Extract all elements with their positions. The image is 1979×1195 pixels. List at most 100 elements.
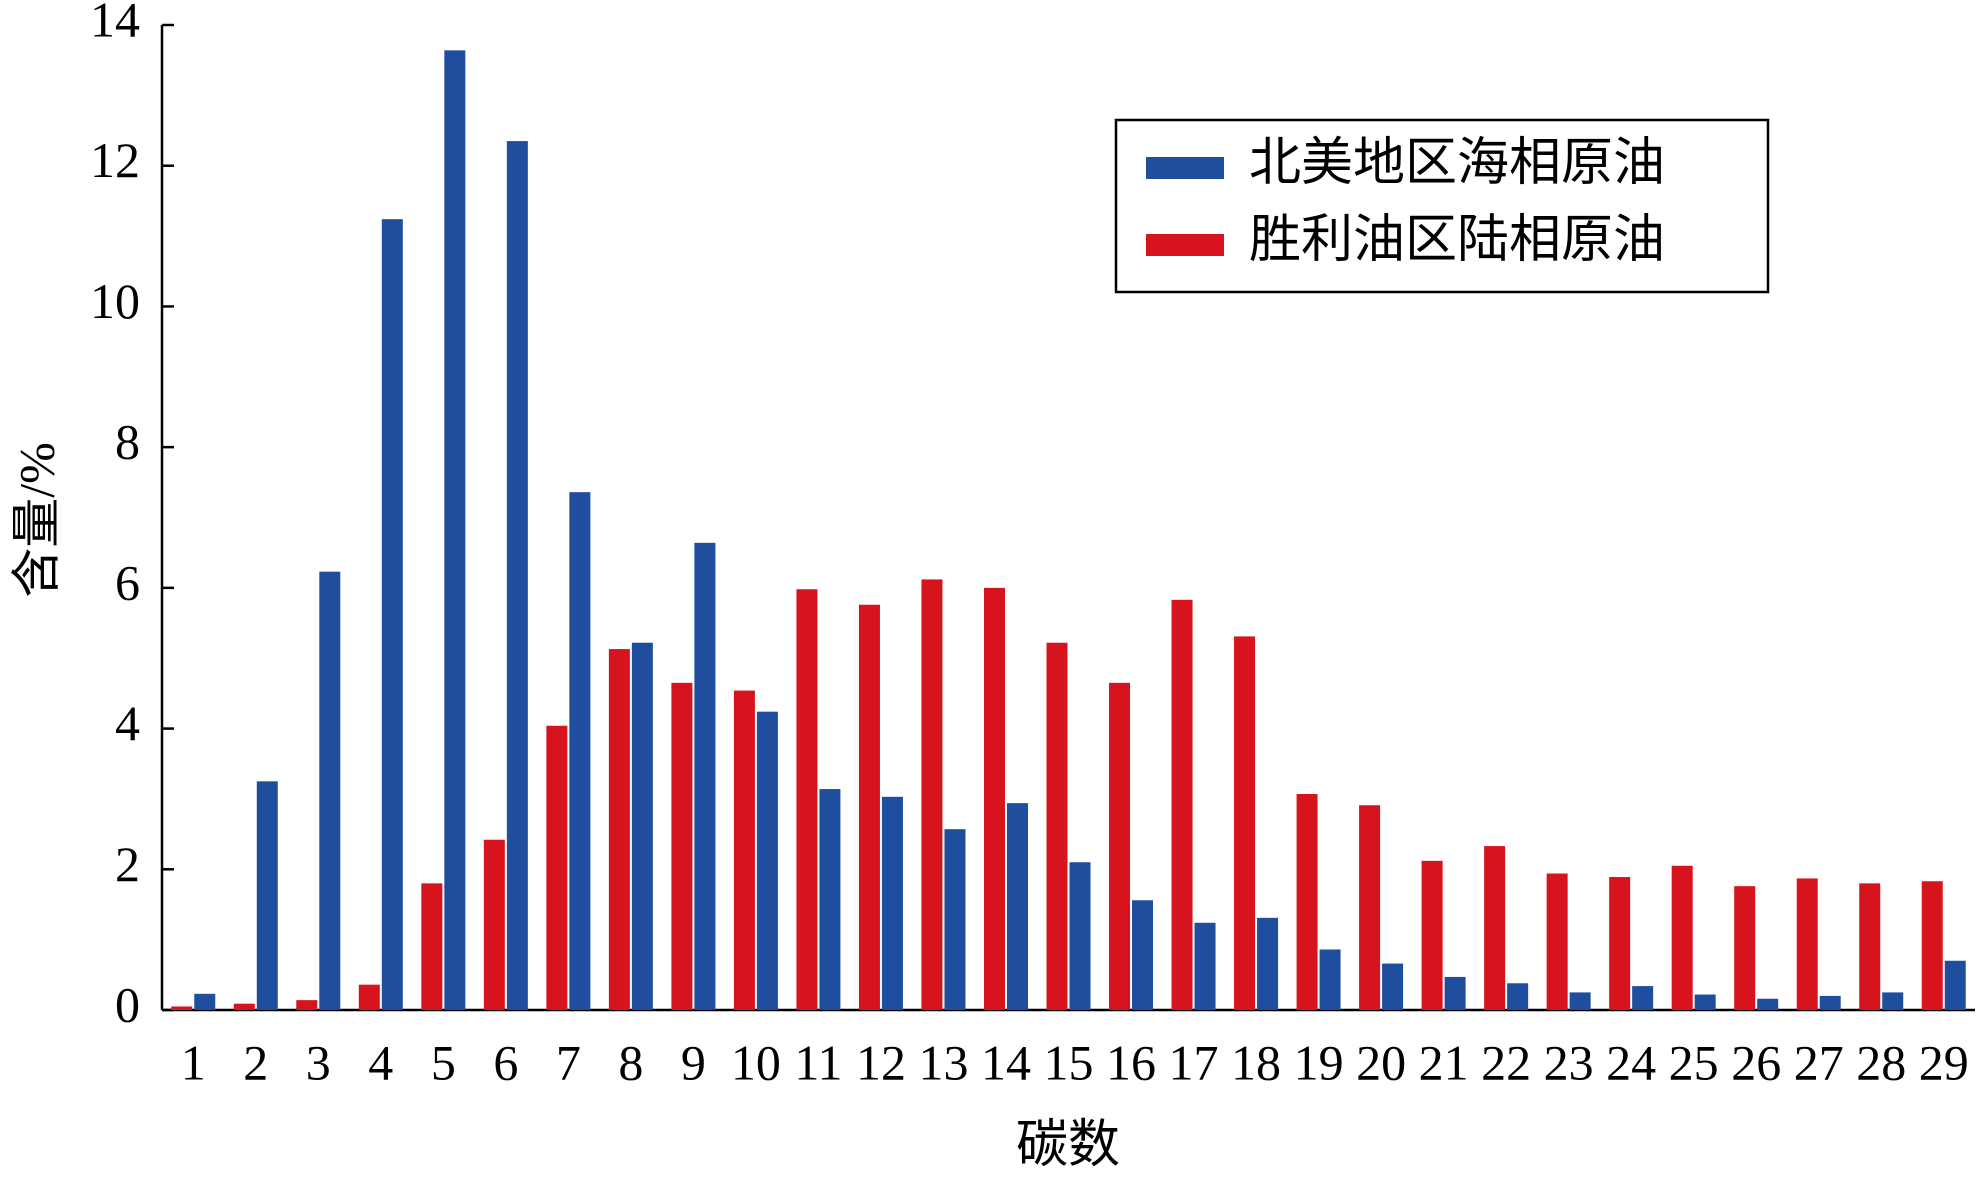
x-tick-label: 7 [556,1034,581,1090]
bar [1069,862,1091,1010]
bar [1296,794,1318,1010]
bar [1109,682,1131,1010]
bar [819,789,841,1010]
bar [1569,992,1591,1010]
x-tick-label: 20 [1356,1034,1406,1090]
bar [421,883,443,1010]
bar [1819,995,1841,1010]
bar [1921,881,1943,1010]
y-tick-label: 0 [115,976,140,1032]
bar [546,725,568,1010]
bar [194,993,216,1010]
y-tick-label: 12 [90,132,140,188]
bar [444,50,466,1011]
bar [1194,922,1216,1010]
bar [756,711,778,1010]
bar [569,492,591,1011]
bar [921,579,943,1010]
bar [694,542,716,1010]
x-tick-label: 29 [1919,1034,1969,1090]
x-tick-label: 2 [243,1034,268,1090]
x-tick-label: 10 [731,1034,781,1090]
x-tick-label: 28 [1856,1034,1906,1090]
bar [1694,994,1716,1010]
bar [1421,860,1443,1010]
x-tick-label: 19 [1294,1034,1344,1090]
y-axis-label: 含量/% [8,442,64,598]
y-tick-label: 4 [115,695,140,751]
legend-swatch [1146,157,1224,179]
x-tick-label: 5 [431,1034,456,1090]
bar [358,984,380,1010]
bar [1382,963,1404,1010]
x-tick-label: 14 [981,1034,1031,1090]
bar [983,587,1005,1010]
y-tick-label: 14 [90,0,140,47]
bar [1671,865,1693,1010]
x-tick-label: 15 [1044,1034,1094,1090]
legend-swatch [1146,234,1224,256]
x-tick-label: 13 [918,1034,968,1090]
bar [1796,878,1818,1010]
bar [1257,917,1279,1010]
bar [733,690,755,1010]
bar [1859,883,1881,1010]
bar [381,219,403,1010]
legend-label: 北美地区海相原油 [1249,135,1665,192]
bar [1046,642,1068,1010]
bar [296,1000,318,1010]
bar [608,649,630,1010]
x-tick-label: 23 [1544,1034,1594,1090]
bar [256,781,278,1010]
bar [944,829,966,1010]
x-tick-label: 11 [794,1034,842,1090]
x-tick-label: 9 [681,1034,706,1090]
bar [233,1003,255,1010]
x-tick-label: 24 [1606,1034,1656,1090]
x-tick-label: 4 [368,1034,393,1090]
bar [1484,846,1506,1010]
y-tick-label: 2 [115,836,140,892]
bar [1319,949,1341,1010]
y-tick-label: 8 [115,414,140,470]
legend-label: 胜利油区陆相原油 [1249,212,1665,269]
bar [1632,986,1654,1010]
bar [319,571,341,1010]
x-tick-label: 26 [1731,1034,1781,1090]
bar [671,682,693,1010]
x-tick-label: 21 [1419,1034,1469,1090]
y-tick-label: 6 [115,554,140,610]
bar [631,642,653,1010]
bar [506,141,528,1010]
x-tick-label: 6 [493,1034,518,1090]
bar [1234,636,1256,1010]
bar [1882,992,1904,1010]
bar [1006,803,1028,1010]
bar [1132,900,1154,1010]
bar [1734,886,1756,1010]
x-tick-label: 17 [1169,1034,1219,1090]
x-tick-label: 16 [1106,1034,1156,1090]
legend-box [1114,118,1770,294]
bar [1444,976,1466,1010]
x-tick-label: 18 [1231,1034,1281,1090]
x-tick-label: 12 [856,1034,906,1090]
x-tick-label: 3 [306,1034,331,1090]
x-tick-label: 8 [618,1034,643,1090]
x-tick-label: 27 [1794,1034,1844,1090]
bar [1359,805,1381,1010]
bar [1944,960,1966,1010]
bar [796,589,818,1010]
x-tick-label: 25 [1669,1034,1719,1090]
bar [171,1006,193,1010]
y-tick-label: 10 [90,273,140,329]
bar [1609,877,1631,1010]
x-tick-label: 1 [181,1034,206,1090]
x-axis-label: 碳数 [1016,1117,1120,1174]
bar [858,604,880,1010]
bar [1171,599,1193,1010]
bar [1546,873,1568,1010]
bar [483,839,505,1010]
